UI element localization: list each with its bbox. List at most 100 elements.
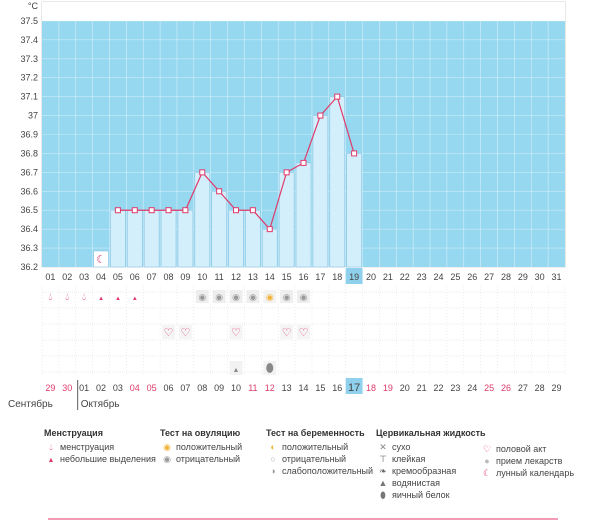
y-tick-label: 36.6 [20,186,38,196]
ovulation-negative-icon: ◉ [198,292,206,302]
legend-menstruation-title: Менструация [44,428,103,438]
menstruation-icon: 💧︎ [65,292,69,303]
cycle-day-label: 17 [348,382,360,394]
day-label: 23 [417,272,427,282]
ovulation-cell [263,290,277,303]
cycle-day-label: 30 [62,383,72,393]
heart-icon: ♡ [299,327,309,339]
day-label: 22 [400,272,410,282]
day-label: 01 [45,272,55,282]
day-label: 18 [332,272,342,282]
legend-ovulation-title: Тест на овуляцию [160,428,241,438]
legend-item: сухо [392,442,411,452]
y-tick-label: 37 [28,111,38,121]
spotting-icon: ▲ [98,296,104,302]
temperature-bar [160,209,177,268]
day-label: 05 [113,272,123,282]
intercourse-cell [229,325,243,339]
empty-day [514,266,531,267]
legend-ovulation: Тест на овуляцию ◉ положительный ◉ отрицат… [160,428,242,465]
cycle-day-label: 07 [180,383,190,393]
day-label: 16 [298,272,308,282]
temperature-point [300,159,307,166]
ovulation-negative-icon: ◉ [300,292,308,302]
cycle-day-label: 24 [467,383,477,393]
temperature-point [249,207,256,214]
month-prev-label: Сентябрь [8,398,53,410]
empty-day [464,266,481,267]
temperature-bar [262,228,278,268]
cycle-day-label: 26 [501,383,511,393]
day-label: 10 [197,272,207,282]
empty-day [413,266,430,267]
pregnancy-weak-icon: ◑ [270,466,276,476]
cycle-day-label: 14 [298,383,308,393]
day-label: 19 [349,272,359,282]
temperature-bar [346,153,362,268]
cycle-day-label: 29 [552,383,562,393]
legend-item: отрицательный [282,454,347,464]
day-label: 04 [96,272,106,282]
day-label: 08 [164,272,174,282]
small-drop-icon: ▲ [47,457,55,464]
cycle-day-label: 02 [96,383,106,393]
temperature-bar [312,115,329,268]
legend-item: менструация [60,442,115,452]
pregnancy-negative-icon: ○ [270,454,276,464]
cycle-day-label: 23 [450,383,460,393]
eggwhite-icon [266,363,274,373]
month-next-label: Октябрь [81,398,120,410]
intercourse-cell [162,325,175,339]
legend-pregnancy: Тест на беременность ◐ положительный ○ отр… [266,428,373,477]
sticky-icon: ⊤ [379,454,387,464]
y-tick-label: 36.8 [20,148,38,158]
legend-item: кремообразная [392,466,457,476]
legend-item: небольшие выделения [60,454,156,464]
temperature-bar [329,96,345,268]
cycle-day-label: 18 [366,383,376,393]
cycle-day-label: 28 [535,383,545,393]
cycle-day-label: 12 [265,383,275,393]
cycle-day-label: 22 [433,383,443,393]
temperature-point [266,226,273,233]
spotting-icon: ▲ [115,296,121,302]
moon-icon: ☾ [96,254,106,266]
cycle-day-label: 09 [214,383,224,393]
drop-icon: 💧︎ [49,442,53,452]
y-unit-label: °C [28,1,39,11]
day-label: 12 [231,272,241,282]
y-tick-label: 37.4 [20,35,38,45]
chart-legend: Менструация 💧︎ менструация ▲ небольшие выд… [0,416,600,522]
ovulation-positive-icon: ◉ [266,292,274,302]
day-label: 02 [62,272,72,282]
day-label: 29 [518,272,528,282]
cycle-current-highlight [345,378,363,394]
empty-day [531,266,548,267]
y-tick-label: 36.3 [20,243,38,253]
day-label: 11 [214,272,223,282]
temperature-point [283,169,290,176]
cycle-day-label: 21 [417,383,427,393]
legend-menstruation: Менструация 💧︎ менструация ▲ небольшие выд… [44,428,156,465]
legend-item: отрицательный [176,454,241,464]
legend-other: ♡ половой акт ● прием лекарств ☾ лунный кал… [480,443,574,479]
ovulation-cell [280,290,294,303]
y-tick-label: 36.2 [20,262,38,272]
temperature-bar [177,209,194,268]
day-label: 15 [282,272,292,282]
pregnancy-positive-icon: ◐ [270,442,276,452]
cycle-day-label: 25 [484,383,494,393]
ovulation-cell [246,290,260,303]
legend-item: яичный белок [392,490,450,500]
legend-item: клейкая [392,454,426,464]
cycle-day-label: 27 [518,383,528,393]
y-tick-label: 37.2 [20,73,38,83]
heart-icon: ♡ [482,444,492,454]
empty-day [363,266,379,267]
day-label: 26 [467,272,477,282]
legend-item: лунный календарь [496,468,575,478]
legend-fluid-title: Цервикальная жидкость [376,428,486,438]
ovulation-positive-icon: ◉ [163,442,171,452]
day-label: 20 [366,272,376,282]
empty-day [447,266,464,267]
